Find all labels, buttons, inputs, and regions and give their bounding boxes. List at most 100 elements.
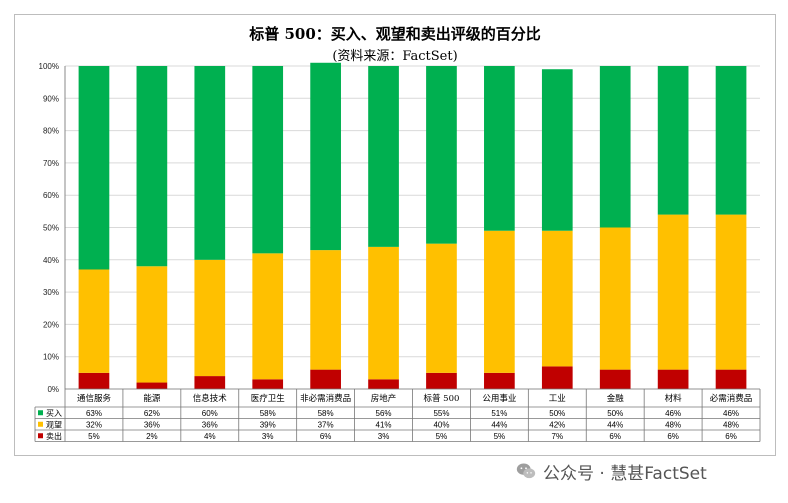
x-category-label: 能源	[143, 393, 161, 404]
bar-segment	[78, 269, 110, 373]
legend-label: 观望	[46, 419, 62, 429]
y-tick-label: 70%	[43, 159, 59, 168]
data-table-value: 50%	[549, 409, 565, 418]
bar-segment	[541, 230, 573, 367]
bar-segment	[426, 243, 457, 373]
legend-label: 卖出	[46, 431, 62, 441]
bar-segment	[657, 66, 689, 215]
bar-segment	[715, 214, 747, 370]
data-table-value: 40%	[433, 420, 449, 429]
bar-segment	[136, 382, 168, 389]
bar-segment	[599, 66, 631, 228]
legend-swatch	[38, 410, 43, 416]
y-tick-label: 80%	[43, 127, 59, 136]
x-category-label: 医疗卫生	[251, 393, 286, 404]
stacked-bar-chart: 0% 10% 20% 30% 40% 50% 60% 70% 80% 90% 100% 通信服务 能源 信…	[34, 62, 761, 442]
legend-label: 买入	[46, 409, 62, 418]
bar-segment	[599, 227, 631, 370]
bar-segment	[194, 66, 226, 260]
bar-segment	[252, 66, 284, 254]
bar-segment	[310, 250, 341, 370]
bar-segment	[78, 66, 110, 270]
data-table-value: 63%	[86, 409, 102, 418]
data-table-value: 51%	[491, 409, 507, 418]
data-table-value: 6%	[320, 432, 332, 441]
bar-segment	[368, 66, 399, 247]
y-tick-label: 50%	[43, 224, 59, 233]
wechat-icon	[516, 463, 536, 479]
bar-segment	[657, 369, 689, 389]
x-category-label: 必需消费品	[710, 393, 753, 404]
watermark: 公众号 · 慧甚FactSet	[515, 456, 707, 486]
data-table-value: 42%	[549, 420, 565, 429]
bar-segment	[310, 62, 341, 251]
chart-subtitle: (资料来源：FactSet)	[332, 49, 458, 64]
data-table-value: 55%	[433, 409, 449, 418]
watermark-text: 公众号 · 慧甚FactSet	[543, 463, 707, 484]
legend-swatch	[38, 421, 43, 427]
data-table-value: 5%	[436, 432, 448, 441]
data-table-value: 50%	[607, 409, 623, 418]
bar-segment	[541, 69, 573, 231]
bar-segment	[368, 379, 399, 389]
data-table-value: 46%	[665, 409, 681, 418]
legend-swatch	[38, 433, 43, 439]
y-tick-label: 0%	[47, 385, 59, 394]
y-tick-label: 60%	[43, 191, 59, 200]
data-table-value: 6%	[725, 432, 737, 441]
data-table-value: 58%	[318, 409, 334, 418]
bar-segment	[368, 246, 399, 380]
bar-segment	[78, 372, 110, 389]
data-table-value: 56%	[376, 409, 392, 418]
bar-segment	[484, 66, 515, 231]
x-category-label: 房地产	[371, 393, 397, 404]
data-table-value: 6%	[667, 432, 679, 441]
bar-segment	[194, 376, 226, 389]
data-table-value: 37%	[318, 420, 334, 429]
bar-segment	[136, 66, 168, 267]
data-table-value: 32%	[86, 420, 102, 429]
x-category-label: 非必需消费品	[300, 393, 351, 404]
x-category-label: 材料	[665, 393, 683, 404]
bar-segment	[252, 253, 284, 380]
bar-segment	[541, 366, 573, 389]
bar-segment	[426, 66, 457, 244]
data-table-value: 41%	[376, 420, 392, 429]
data-table-value: 3%	[262, 432, 274, 441]
bar-segment	[310, 369, 341, 389]
bar-segment	[657, 214, 689, 370]
y-tick-label: 90%	[43, 94, 59, 103]
chart-frame: 标普 500：买入、观望和卖出评级的百分比 (资料来源：FactSet) 0% 1…	[14, 14, 776, 456]
data-table-value: 36%	[202, 420, 218, 429]
chart-title: 标普 500：买入、观望和卖出评级的百分比	[249, 25, 541, 43]
x-category-label: 公用事业	[482, 393, 516, 404]
x-category-label: 标普 500	[423, 393, 459, 404]
data-table-value: 36%	[144, 420, 160, 429]
bar-segment	[599, 369, 631, 389]
bar-segment	[252, 379, 284, 389]
y-tick-label: 20%	[43, 320, 59, 329]
data-table-value: 62%	[144, 409, 160, 418]
data-table-value: 39%	[260, 420, 276, 429]
data-table-value: 4%	[204, 432, 216, 441]
x-category-label: 信息技术	[193, 393, 228, 404]
data-table-value: 2%	[146, 432, 158, 441]
data-table-value: 48%	[665, 420, 681, 429]
data-table-value: 60%	[202, 409, 218, 418]
data-table-value: 5%	[494, 432, 506, 441]
y-tick-label: 40%	[43, 256, 59, 265]
bar-segment	[136, 266, 168, 383]
bar-segment	[484, 230, 515, 373]
y-tick-label: 10%	[43, 353, 59, 362]
y-tick-label: 30%	[43, 288, 59, 297]
bar-segment	[715, 369, 747, 389]
x-category-label: 通信服务	[77, 393, 112, 404]
data-table-value: 44%	[491, 420, 507, 429]
data-table-value: 58%	[260, 409, 276, 418]
data-table-value: 46%	[723, 409, 739, 418]
data-table-value: 7%	[552, 432, 564, 441]
x-category-label: 工业	[549, 393, 566, 404]
data-table-value: 44%	[607, 420, 623, 429]
bar-segment	[426, 372, 457, 389]
data-table-value: 3%	[378, 432, 390, 441]
